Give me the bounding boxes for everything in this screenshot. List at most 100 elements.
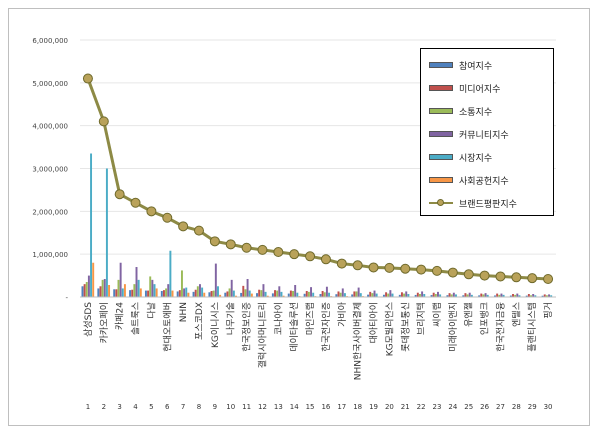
reputation-point bbox=[225, 239, 236, 250]
bar bbox=[548, 294, 551, 297]
reputation-point bbox=[273, 247, 284, 258]
bar bbox=[185, 287, 188, 297]
bar bbox=[312, 292, 315, 297]
bar bbox=[423, 294, 426, 297]
bar bbox=[305, 291, 308, 297]
bar bbox=[271, 293, 274, 297]
bar bbox=[343, 293, 346, 297]
y-tick-label: 6,000,000 bbox=[32, 37, 68, 45]
rank-label: 5 bbox=[149, 403, 153, 411]
reputation-point bbox=[209, 236, 220, 247]
bar bbox=[541, 295, 544, 297]
category-label: 갤럭시아머니트리 bbox=[256, 302, 268, 368]
reputation-point bbox=[495, 271, 506, 282]
category-label: 인포뱅크 bbox=[480, 302, 491, 335]
rank-label: 30 bbox=[544, 403, 553, 411]
category-label: 유엔젤 bbox=[463, 302, 475, 327]
bar bbox=[228, 288, 231, 297]
category-label: 미래아이앤지 bbox=[448, 302, 459, 352]
reputation-line bbox=[82, 73, 554, 285]
reputation-point bbox=[82, 73, 93, 84]
legend-label: 소통지수 bbox=[459, 107, 493, 118]
reputation-point bbox=[162, 212, 173, 223]
rank-label: 20 bbox=[385, 403, 394, 411]
bar bbox=[97, 288, 100, 297]
bar bbox=[280, 291, 283, 297]
reputation-point bbox=[400, 263, 411, 274]
rank-label: 29 bbox=[528, 403, 537, 411]
bar bbox=[530, 295, 532, 297]
bar bbox=[382, 294, 385, 297]
bar bbox=[113, 289, 116, 297]
bar bbox=[359, 293, 362, 297]
bar bbox=[500, 293, 503, 297]
bar bbox=[432, 292, 435, 297]
bar bbox=[192, 291, 195, 297]
category-label: 데이타솔루션 bbox=[289, 302, 300, 352]
bar bbox=[464, 293, 467, 297]
bar bbox=[450, 294, 453, 297]
reputation-point bbox=[432, 265, 442, 276]
category-label: 한국전자인증 bbox=[321, 302, 332, 352]
bar bbox=[534, 295, 537, 297]
bar bbox=[129, 290, 132, 297]
bar bbox=[498, 294, 501, 297]
category-label: 카페24 bbox=[115, 302, 126, 330]
category-label: NHN bbox=[179, 302, 189, 322]
category-label: 삼성SDS bbox=[83, 302, 94, 337]
reputation-point bbox=[289, 249, 300, 260]
reputation-point bbox=[178, 221, 189, 232]
bar bbox=[149, 276, 152, 297]
x-axis-labels: 삼성SDS 1 카카오페이 2 카페24 3 솔트룩스 4 다날 5 현대오토에버 6 NHN 7 포스코D… bbox=[83, 301, 554, 411]
bar bbox=[203, 292, 206, 297]
bar bbox=[235, 295, 237, 297]
legend-label: 브랜드평판지수 bbox=[459, 199, 517, 210]
bar bbox=[171, 290, 174, 297]
bar bbox=[480, 293, 483, 297]
bar bbox=[250, 293, 253, 297]
rank-label: 15 bbox=[306, 403, 315, 411]
bar bbox=[502, 294, 505, 297]
bar bbox=[353, 291, 356, 297]
bar bbox=[351, 294, 354, 297]
rank-label: 6 bbox=[165, 403, 170, 411]
bar bbox=[123, 284, 126, 297]
bar bbox=[385, 292, 388, 297]
reputation-point bbox=[352, 260, 363, 271]
bar bbox=[99, 286, 102, 297]
bar bbox=[81, 286, 84, 297]
bar bbox=[196, 286, 199, 297]
bar bbox=[414, 294, 417, 297]
bar bbox=[389, 290, 392, 297]
bar bbox=[219, 294, 222, 297]
rank-label: 14 bbox=[290, 403, 299, 411]
bar bbox=[83, 284, 86, 297]
bar bbox=[137, 279, 140, 297]
bar bbox=[131, 289, 134, 297]
bar bbox=[139, 288, 142, 297]
legend-label: 사회공헌지수 bbox=[459, 176, 509, 187]
category-label: 씨이랩 bbox=[431, 302, 443, 327]
bar bbox=[446, 295, 449, 297]
legend-item: 사회공헌지수 bbox=[429, 172, 509, 188]
reputation-point bbox=[241, 242, 252, 253]
legend-item: 시장지수 bbox=[429, 149, 492, 165]
bar bbox=[418, 294, 421, 297]
legend-label: 참여지수 bbox=[459, 61, 493, 72]
bar bbox=[292, 291, 294, 297]
category-label: 현대오토에버 bbox=[162, 302, 173, 352]
bar bbox=[516, 293, 519, 297]
category-label: 나무기술 bbox=[226, 302, 237, 335]
bar bbox=[391, 293, 394, 297]
rank-label: 21 bbox=[401, 403, 410, 411]
bar bbox=[264, 291, 267, 297]
rank-label: 10 bbox=[226, 403, 235, 411]
bar bbox=[90, 153, 93, 297]
category-label: NHN한국사이버결제 bbox=[353, 302, 364, 380]
bar bbox=[287, 293, 290, 297]
bar bbox=[437, 291, 439, 297]
bar bbox=[199, 284, 201, 297]
reputation-point bbox=[114, 189, 125, 200]
bar bbox=[321, 291, 324, 297]
bar bbox=[545, 295, 548, 297]
